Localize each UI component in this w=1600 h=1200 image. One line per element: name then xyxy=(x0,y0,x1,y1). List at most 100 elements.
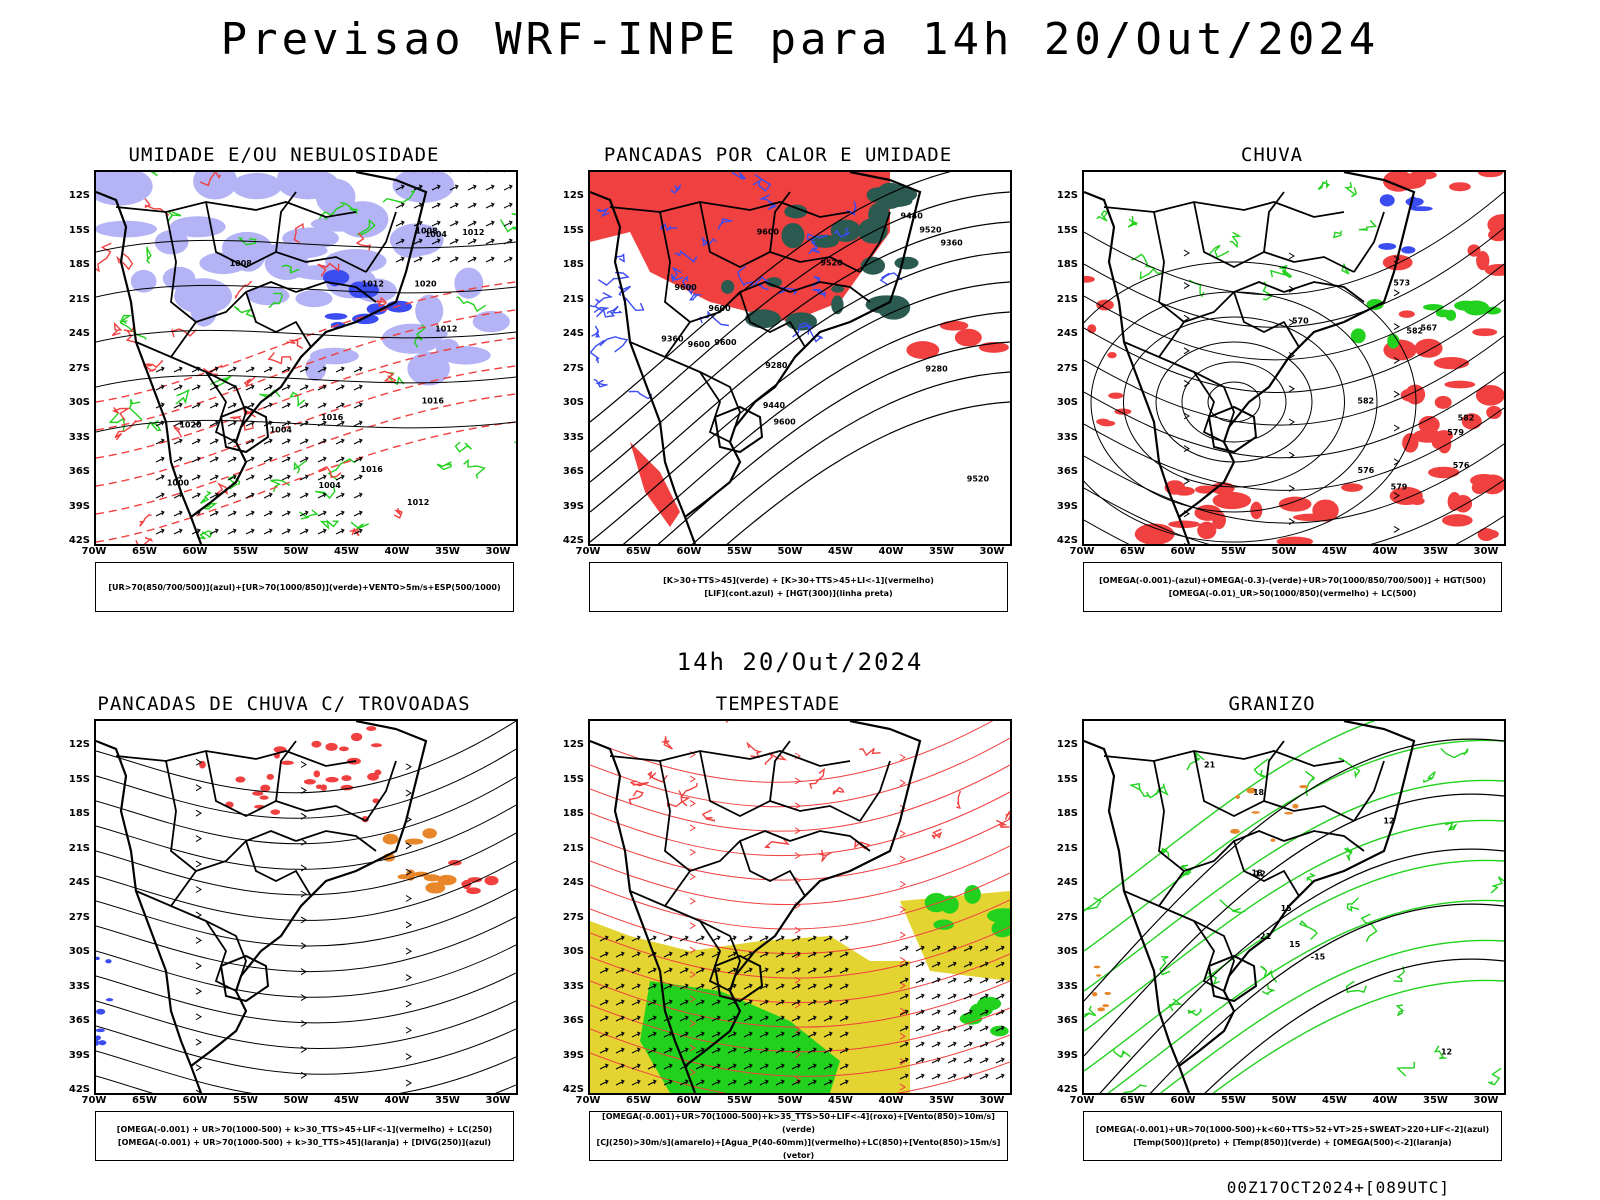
wind-vector xyxy=(931,945,941,952)
lat-label: 42S xyxy=(68,1084,90,1095)
wind-vector xyxy=(663,999,673,1006)
wind-vector xyxy=(823,951,833,958)
wind-vector xyxy=(155,474,165,481)
wind-vector xyxy=(679,951,689,958)
humidity-band-fill-patch xyxy=(472,310,510,333)
wind-vector xyxy=(963,993,973,1000)
contour-label: 9600 xyxy=(688,340,711,349)
wind-vector xyxy=(485,202,495,209)
wind-vector xyxy=(335,384,345,391)
red-thickness-contours-line xyxy=(111,407,131,421)
green-humidity-contours-line xyxy=(119,320,147,340)
wind-vector xyxy=(503,202,513,209)
wind-vector xyxy=(963,1025,973,1032)
country-border xyxy=(295,830,377,852)
lif-blue-west-line xyxy=(599,336,629,353)
country-border xyxy=(1353,760,1385,822)
omega-orange-patch-patch xyxy=(1270,838,1276,842)
rain-green-band-patch xyxy=(1350,328,1366,344)
wind-vector xyxy=(281,474,291,481)
flow-arrow xyxy=(195,936,202,944)
temp850-isotherms-line xyxy=(1084,739,1504,952)
country-border xyxy=(245,840,313,907)
instability-green-fill-patch xyxy=(811,234,839,248)
wind-vector xyxy=(695,999,705,1006)
lat-label: 18S xyxy=(1056,259,1078,270)
agua-p-red-contours-line xyxy=(808,767,826,789)
streamlines-250-line xyxy=(96,748,516,819)
wind-vector xyxy=(743,1079,753,1086)
rain-blue-patch-patch xyxy=(1378,242,1397,250)
storm-red-scatter-patch xyxy=(252,791,264,796)
lat-label: 36S xyxy=(68,466,90,477)
wind-vector xyxy=(663,951,673,958)
lon-label: 65W xyxy=(626,546,651,557)
wind-vector xyxy=(227,366,237,373)
rain-green-contours-line xyxy=(1229,231,1242,249)
map-svg xyxy=(590,721,1010,1093)
streamlines-250-line xyxy=(96,888,516,947)
wind-vector xyxy=(775,1047,785,1054)
wind-vector xyxy=(727,1047,737,1054)
wind-vector xyxy=(727,1079,737,1086)
lon-label: 30W xyxy=(1473,1095,1499,1106)
wind-vector xyxy=(317,366,327,373)
wind-vector xyxy=(615,1015,625,1022)
rain-red-east-patch xyxy=(1448,182,1471,192)
contour-label: 15 xyxy=(1289,940,1301,949)
green-humidity-contours-line xyxy=(237,237,257,246)
rain-green-contours-line xyxy=(1332,230,1343,239)
lon-label: 55W xyxy=(1221,1095,1246,1106)
wind-vector xyxy=(281,420,291,427)
wind-vector xyxy=(431,220,441,227)
lif-blue-contours-line xyxy=(674,250,698,263)
wind-vector xyxy=(791,983,801,990)
rain-red-east-patch xyxy=(1428,466,1460,479)
wind-vector xyxy=(353,510,363,517)
wind-vector xyxy=(631,1079,641,1086)
wind-vector xyxy=(245,474,255,481)
wind-vector xyxy=(335,474,345,481)
rain-red-east-patch xyxy=(1444,380,1476,389)
rain-red-east-patch xyxy=(1477,172,1504,178)
flow-arrow xyxy=(195,784,202,792)
wind-vector xyxy=(711,999,721,1006)
lif-blue-contours-line xyxy=(833,227,850,239)
wind-vector xyxy=(155,420,165,427)
map-svg: 582 582 582 579 576 573 567 570 576 579 xyxy=(1084,172,1504,544)
wind-vector xyxy=(245,456,255,463)
humidity-band-fill-patch xyxy=(415,294,444,328)
contour-label: 9360 xyxy=(661,334,684,343)
hgt500-ring xyxy=(1084,261,1417,543)
red-thickness-contours-line xyxy=(114,419,137,441)
lat-label: 12S xyxy=(1056,190,1078,201)
wind-vector xyxy=(995,993,1005,1000)
temp850-green-contours-line xyxy=(1395,1004,1405,1017)
lat-label: 42S xyxy=(562,535,584,546)
lat-label: 36S xyxy=(1056,466,1078,477)
lat-label: 33S xyxy=(562,431,584,443)
wind-vector xyxy=(155,366,165,373)
omega-orange-patch-patch xyxy=(1299,785,1309,789)
wind-vector xyxy=(963,961,973,968)
lon-label: 50W xyxy=(283,1095,309,1106)
lon-label: 55W xyxy=(727,1095,752,1106)
wind-vector xyxy=(947,977,957,984)
storm-orange-patch-patch xyxy=(425,882,446,894)
wind850-vectors-east xyxy=(899,945,1005,1080)
contour-label: 9600 xyxy=(773,418,796,427)
temp850-isotherms-line xyxy=(1084,819,1504,1032)
wind-vector xyxy=(173,456,183,463)
omega-orange-patch-patch xyxy=(1284,811,1294,815)
storm-red-east-patch xyxy=(461,880,472,888)
storm-red-scatter-patch xyxy=(370,743,383,748)
wind-vector xyxy=(353,366,363,373)
flow-arrow xyxy=(794,926,801,934)
wind-vector xyxy=(679,983,689,990)
wind-vector xyxy=(807,1031,817,1038)
hgt300-contours-line xyxy=(590,221,1010,483)
green-humidity-contours-line xyxy=(499,219,516,233)
contour-label: 1004 xyxy=(425,230,448,239)
lif-blue-contours-line xyxy=(753,276,771,291)
agua-p-red-contours-line xyxy=(818,849,832,862)
